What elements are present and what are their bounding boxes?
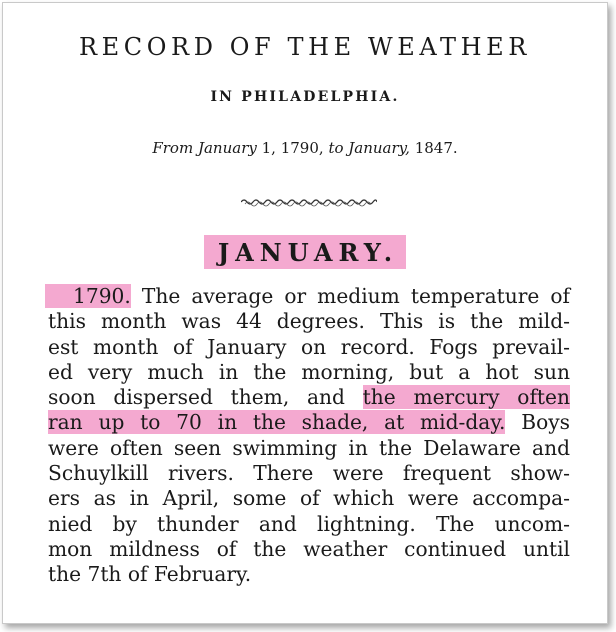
month-heading-container: JANUARY. — [3, 235, 607, 269]
document-page: RECORD OF THE WEATHER IN PHILADELPHIA. F… — [2, 2, 608, 624]
date-range-to-word: to — [328, 139, 344, 157]
date-range-to-year: 1847. — [414, 139, 458, 157]
document-subtitle: IN PHILADELPHIA. — [210, 89, 400, 105]
entry-line: mon mildness of the weather continued un… — [48, 537, 570, 562]
entry-text: ed very much in the morning, but a hot s… — [48, 359, 570, 384]
wavy-divider-ornament — [241, 199, 377, 207]
entry-line: Schuylkill rivers. There were frequent s… — [48, 461, 570, 486]
entry-text: Schuylkill rivers. There were frequent s… — [48, 461, 570, 486]
entry-line: the 7th of February. — [48, 562, 570, 587]
entry-text: mon mildness of the weather continued un… — [48, 536, 570, 561]
entry-line: 1790. The average or medium temperature … — [45, 284, 570, 309]
entry-text: The average or medium temperature of — [130, 284, 570, 308]
weather-entry-paragraph: 1790. The average or medium temperature … — [45, 284, 570, 588]
entry-line: this month was 44 degrees. This is the m… — [48, 309, 570, 334]
date-range-to-month: January, — [348, 139, 410, 157]
entry-year-highlight: 1790. — [45, 284, 131, 308]
date-range: From January 1, 1790, to January, 1847. — [3, 139, 607, 157]
entry-text: this month was 44 degrees. This is the m… — [48, 309, 570, 334]
entry-line: est month of January on record. Fogs pre… — [48, 335, 570, 360]
document-title: RECORD OF THE WEATHER — [79, 33, 531, 61]
month-heading: JANUARY. — [203, 235, 407, 269]
entry-text: Boys — [505, 410, 571, 435]
date-range-from-word: From — [152, 139, 194, 157]
entry-line: ed very much in the morning, but a hot s… — [48, 360, 570, 385]
entry-text: the 7th of February. — [48, 562, 252, 587]
entry-text: ers as in April, some of which were acco… — [48, 486, 570, 511]
entry-line: soon dispersed them, and the mercury oft… — [48, 385, 570, 410]
entry-text: were often seen swimming in the Delaware… — [48, 435, 570, 460]
date-range-from-rest: 1, 1790, — [261, 139, 324, 157]
entry-text: soon dispersed them, and — [48, 385, 363, 410]
entry-text: est month of January on record. Fogs pre… — [48, 334, 570, 359]
entry-line: nied by thunder and lightning. The uncom… — [48, 512, 570, 537]
entry-line: ran up to 70 in the shade, at mid-day. B… — [48, 410, 570, 435]
entry-highlighted-text: ran up to 70 in the shade, at mid-day. — [48, 410, 506, 435]
entry-line: ers as in April, some of which were acco… — [48, 486, 570, 511]
date-range-from-month: January — [197, 139, 257, 157]
entry-text: nied by thunder and lightning. The uncom… — [48, 511, 570, 536]
entry-line: were often seen swimming in the Delaware… — [48, 436, 570, 461]
entry-highlighted-text: the mercury often — [362, 385, 570, 410]
